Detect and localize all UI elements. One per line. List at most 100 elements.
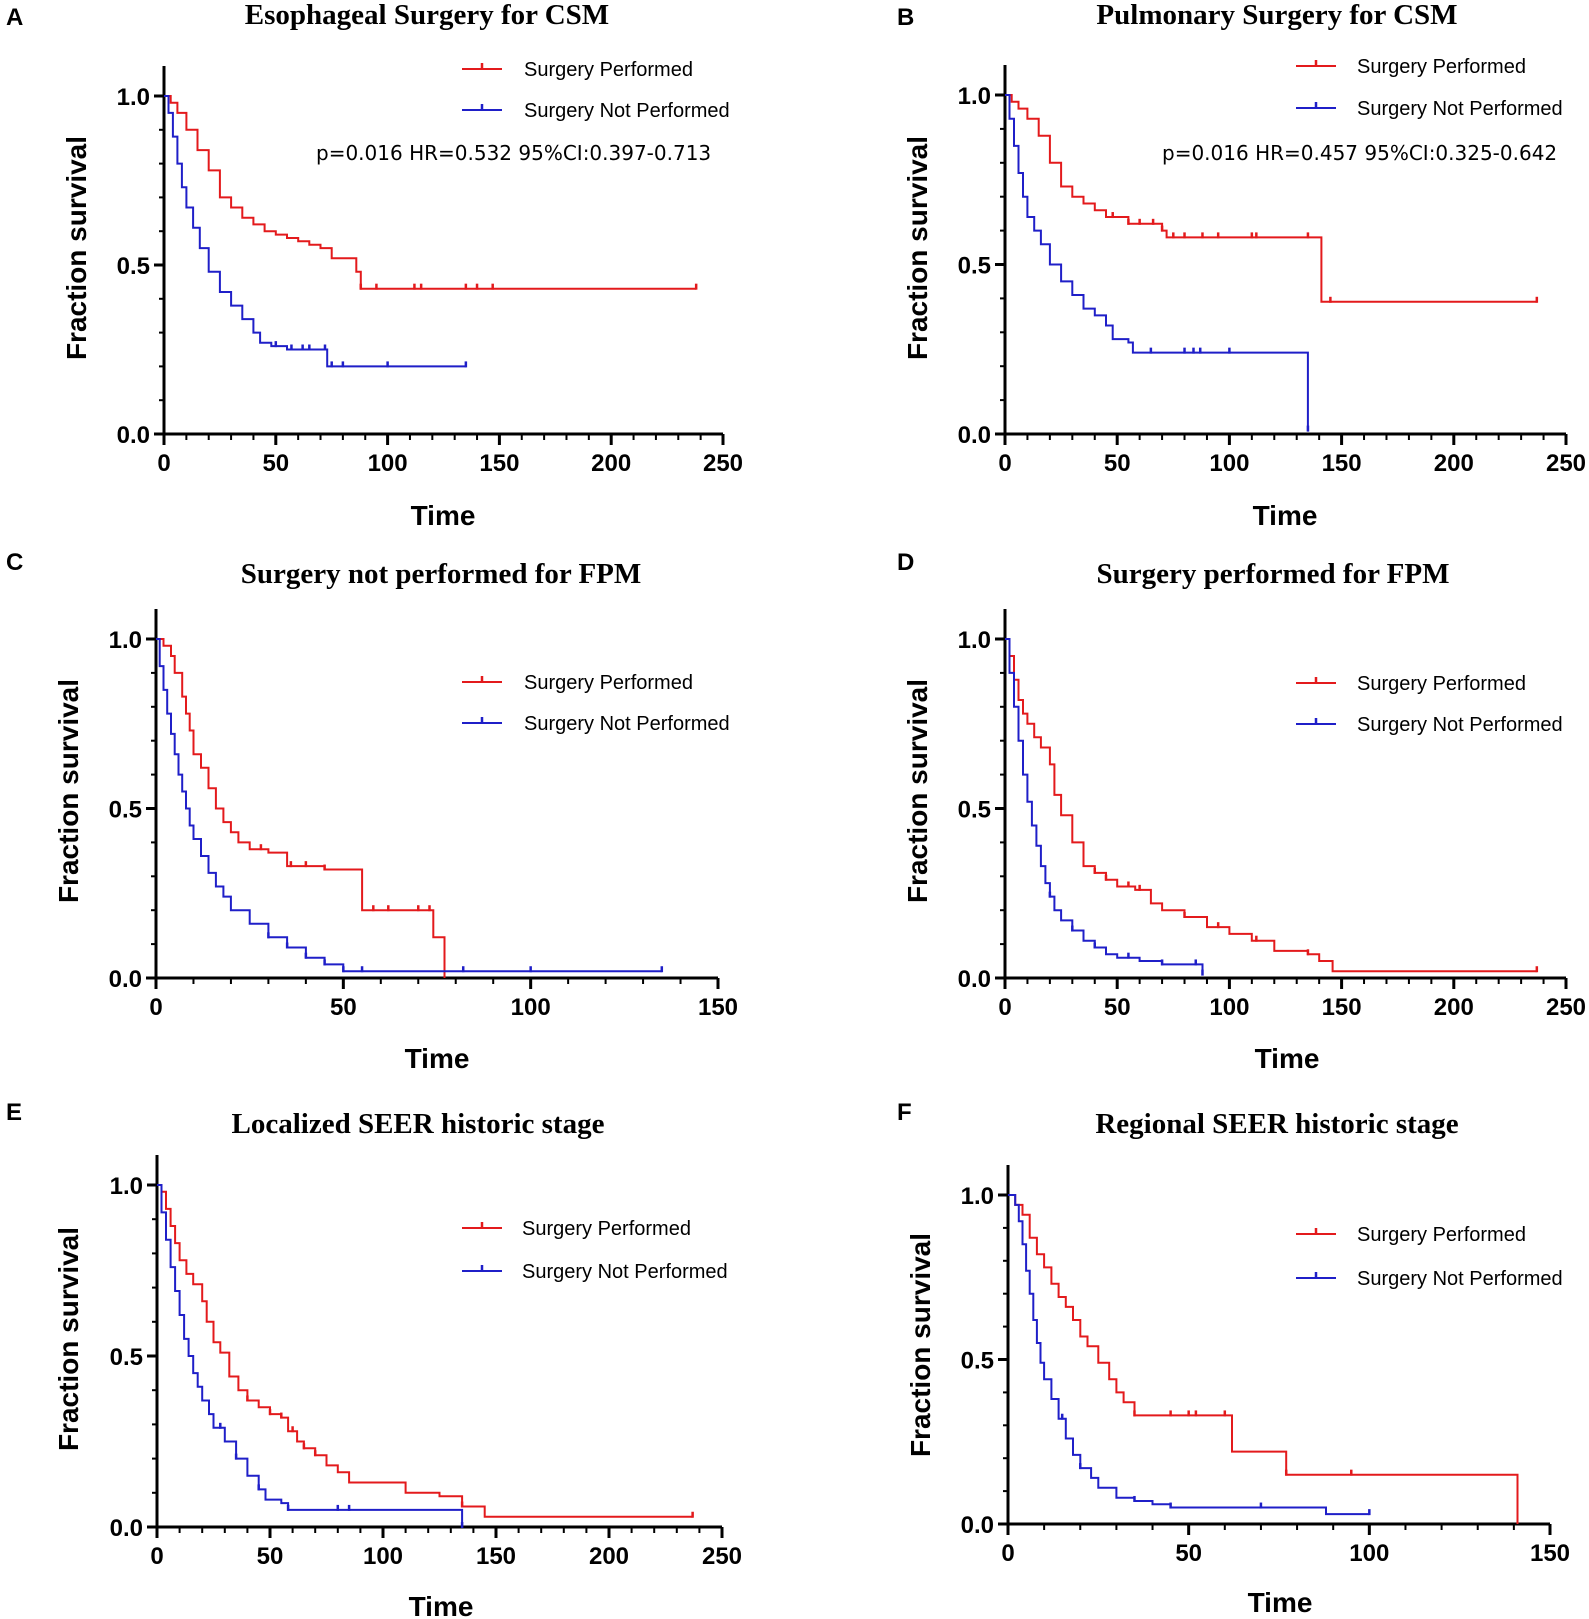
x-tick-label: 50 <box>257 1543 284 1570</box>
chart-title: Pulmonary Surgery for CSM <box>1096 0 1457 31</box>
x-tick-label: 0 <box>998 450 1011 477</box>
y-axis-label: Fraction survival <box>905 1233 936 1457</box>
panel-E: E Localized SEER historic stage Time Fra… <box>6 1099 742 1619</box>
y-axis-label: Fraction survival <box>53 679 84 903</box>
x-tick-label: 150 <box>698 994 738 1021</box>
legend-label-not-performed: Surgery Not Performed <box>524 100 730 122</box>
survival-curve-not-performed <box>164 95 466 368</box>
survival-curve-performed <box>1005 94 1537 303</box>
survival-curve-not-performed <box>157 1184 464 1527</box>
chart-title: Regional SEER historic stage <box>1095 1108 1458 1140</box>
x-tick-label: 50 <box>1104 994 1131 1021</box>
legend-label-performed: Surgery Performed <box>1357 56 1526 78</box>
x-tick-label: 200 <box>589 1543 629 1570</box>
x-tick-label: 0 <box>150 1543 163 1570</box>
x-tick-label: 100 <box>1209 450 1249 477</box>
y-tick-label: 1.0 <box>109 627 142 654</box>
y-tick-label: 1.0 <box>110 1173 143 1200</box>
legend-label-performed: Surgery Performed <box>524 672 693 694</box>
x-tick-label: 100 <box>511 994 551 1021</box>
y-tick-label: 0.0 <box>117 422 150 449</box>
x-tick-label: 150 <box>476 1543 516 1570</box>
x-tick-label: 250 <box>702 1543 742 1570</box>
panel-label: C <box>6 549 23 576</box>
y-tick-label: 0.0 <box>961 1512 994 1539</box>
x-tick-label: 100 <box>1349 1540 1389 1567</box>
stats-annotation: p=0.016 HR=0.532 95%CI:0.397-0.713 <box>316 141 711 165</box>
x-tick-label: 50 <box>262 450 289 477</box>
x-tick-label: 150 <box>479 450 519 477</box>
legend-label-performed: Surgery Performed <box>1357 1224 1526 1246</box>
y-tick-label: 0.5 <box>109 797 142 824</box>
survival-curve-not-performed <box>1005 94 1309 431</box>
legend-label-performed: Surgery Performed <box>1357 673 1526 695</box>
y-tick-label: 0.5 <box>958 253 991 280</box>
panel-C: C Surgery not performed for FPM Time Fra… <box>6 549 738 1074</box>
panel-label: E <box>6 1099 22 1126</box>
x-axis-label: Time <box>411 500 476 531</box>
y-tick-label: 1.0 <box>117 84 150 111</box>
chart-title: Surgery performed for FPM <box>1097 558 1450 590</box>
survival-curve-performed <box>156 638 446 978</box>
legend-label-performed: Surgery Performed <box>524 59 693 81</box>
chart-title: Surgery not performed for FPM <box>241 558 642 590</box>
x-tick-label: 0 <box>157 450 170 477</box>
panel-label: A <box>6 4 23 31</box>
x-tick-label: 0 <box>149 994 162 1021</box>
panel-F: F Regional SEER historic stage Time Frac… <box>897 1099 1570 1618</box>
y-tick-label: 1.0 <box>958 83 991 110</box>
chart-title: Esophageal Surgery for CSM <box>245 0 609 31</box>
panel-D: D Surgery performed for FPM Time Fractio… <box>897 549 1586 1074</box>
y-axis-label: Fraction survival <box>902 136 933 360</box>
survival-curve-not-performed <box>1008 1194 1370 1516</box>
legend-label-not-performed: Surgery Not Performed <box>522 1261 728 1283</box>
chart-title: Localized SEER historic stage <box>232 1108 605 1140</box>
panel-label: D <box>897 549 914 576</box>
x-axis-label: Time <box>409 1591 474 1619</box>
y-axis-label: Fraction survival <box>902 679 933 903</box>
y-axis-label: Fraction survival <box>61 136 92 360</box>
y-tick-label: 0.0 <box>109 966 142 993</box>
x-tick-label: 50 <box>1104 450 1131 477</box>
x-tick-label: 200 <box>1434 450 1474 477</box>
x-tick-label: 250 <box>1546 994 1586 1021</box>
x-axis-label: Time <box>1248 1587 1313 1618</box>
x-tick-label: 100 <box>1209 994 1249 1021</box>
y-tick-label: 0.5 <box>958 797 991 824</box>
survival-curve-performed <box>157 1184 693 1518</box>
legend-label-not-performed: Surgery Not Performed <box>1357 714 1563 736</box>
y-tick-label: 0.0 <box>110 1515 143 1542</box>
y-tick-label: 1.0 <box>961 1183 994 1210</box>
y-tick-label: 0.5 <box>961 1348 994 1375</box>
stats-annotation: p=0.016 HR=0.457 95%CI:0.325-0.642 <box>1162 141 1557 165</box>
legend-label-not-performed: Surgery Not Performed <box>1357 1268 1563 1290</box>
x-tick-label: 200 <box>591 450 631 477</box>
legend-label-performed: Surgery Performed <box>522 1218 691 1240</box>
x-axis-label: Time <box>1253 500 1318 531</box>
y-tick-label: 1.0 <box>958 627 991 654</box>
x-tick-label: 200 <box>1434 994 1474 1021</box>
survival-curve-performed <box>164 95 697 290</box>
y-tick-label: 0.5 <box>117 253 150 280</box>
x-tick-label: 250 <box>1546 450 1586 477</box>
legend-label-not-performed: Surgery Not Performed <box>1357 98 1563 120</box>
x-tick-label: 50 <box>330 994 357 1021</box>
x-tick-label: 100 <box>363 1543 403 1570</box>
panel-B: B Pulmonary Surgery for CSM Time Fractio… <box>897 0 1586 531</box>
x-tick-label: 100 <box>368 450 408 477</box>
x-tick-label: 0 <box>1001 1540 1014 1567</box>
survival-curve-performed <box>1008 1194 1519 1524</box>
y-tick-label: 0.0 <box>958 422 991 449</box>
legend-label-not-performed: Surgery Not Performed <box>524 713 730 735</box>
y-axis-label: Fraction survival <box>53 1227 84 1451</box>
x-tick-label: 0 <box>998 994 1011 1021</box>
x-tick-label: 150 <box>1530 1540 1570 1567</box>
x-tick-label: 150 <box>1322 450 1362 477</box>
x-axis-label: Time <box>405 1043 470 1074</box>
x-tick-label: 250 <box>703 450 743 477</box>
panel-label: B <box>897 4 914 31</box>
y-tick-label: 0.0 <box>958 966 991 993</box>
survival-curve-not-performed <box>1005 638 1204 975</box>
x-tick-label: 50 <box>1175 1540 1202 1567</box>
